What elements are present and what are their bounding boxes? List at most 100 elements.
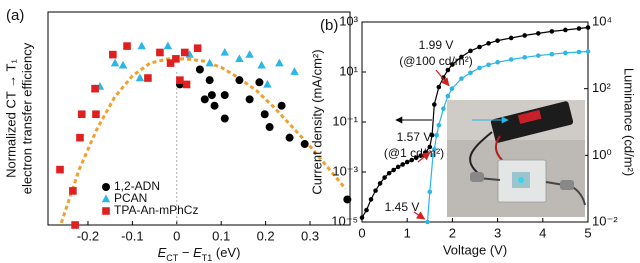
- data-point: [445, 67, 451, 73]
- annotation: 1.57 V: [397, 130, 432, 144]
- data-point: [135, 73, 145, 82]
- data-point: [144, 74, 152, 82]
- data-point: [110, 58, 120, 67]
- data-point: [56, 165, 64, 174]
- data-point: [563, 50, 568, 56]
- y-axis-label: Current density (mA/cm²): [309, 49, 324, 194]
- x-tick-label: 0.1: [212, 228, 230, 243]
- data-point: [182, 80, 191, 89]
- data-point: [535, 53, 541, 58]
- y-tick-label: 10⁻¹: [332, 113, 358, 128]
- data-point: [450, 62, 455, 67]
- data-point: [245, 50, 254, 58]
- y2-tick-label: 10⁰: [592, 147, 612, 162]
- data-point: [205, 76, 214, 85]
- y-tick-label: 10³: [339, 13, 358, 28]
- data-point: [477, 44, 482, 50]
- x-tick-label: 4: [539, 225, 546, 240]
- data-point: [427, 189, 433, 195]
- legend-marker: [101, 194, 111, 203]
- annotation: (@1 cd/m²): [384, 146, 444, 160]
- plot-frame: [47, 11, 351, 226]
- data-point: [430, 153, 436, 158]
- data-point: [220, 114, 229, 123]
- y2-tick-label: 10⁴: [592, 13, 612, 28]
- x-axis-label-part: CT: [166, 253, 178, 263]
- data-point: [486, 62, 491, 68]
- data-point: [535, 31, 541, 36]
- data-point: [436, 122, 442, 128]
- y-axis-label: Normalized CT → T₁: [3, 59, 18, 178]
- data-point: [486, 41, 491, 46]
- annotation: (@100 cd/m²): [399, 54, 473, 68]
- legend-label: 1,2-ADN: [114, 179, 160, 193]
- annotation-arrow: [413, 211, 426, 220]
- data-point: [77, 110, 86, 119]
- data-point: [445, 93, 451, 99]
- legend-marker: [102, 207, 110, 215]
- data-point: [413, 155, 419, 161]
- data-point: [200, 95, 209, 104]
- data-point: [404, 159, 410, 165]
- data-point: [172, 55, 180, 63]
- data-point: [434, 132, 439, 138]
- data-point: [137, 41, 146, 50]
- data-point: [427, 144, 433, 150]
- x-tick-label: 2: [449, 225, 456, 240]
- data-point: [210, 101, 219, 110]
- x-tick-label: 0.3: [301, 228, 319, 243]
- data-point: [245, 95, 254, 104]
- x-tick-label: -0.2: [77, 228, 99, 243]
- data-point: [195, 65, 204, 74]
- annotation-arrow: [435, 69, 450, 87]
- data-point: [576, 49, 582, 55]
- data-point: [459, 54, 464, 60]
- data-point: [377, 181, 383, 186]
- x-axis-label-part: (eV): [212, 245, 240, 260]
- data-point: [508, 57, 514, 62]
- x-axis-label-part: E: [158, 245, 167, 260]
- legend-marker: [102, 183, 110, 191]
- legend-label: PCAN: [114, 191, 147, 205]
- fit-curve: [59, 57, 347, 224]
- data-point: [263, 79, 272, 88]
- data-point: [163, 41, 173, 50]
- data-point: [220, 91, 229, 100]
- x-tick-label: 1: [404, 225, 411, 240]
- data-point: [449, 86, 455, 91]
- data-point: [285, 133, 294, 142]
- data-point: [343, 195, 352, 204]
- data-point: [300, 140, 309, 149]
- data-point: [76, 133, 84, 142]
- data-point: [235, 76, 244, 85]
- x-tick-label: 0: [173, 228, 180, 243]
- data-point: [207, 91, 216, 100]
- x-tick-label: -0.1: [121, 228, 143, 243]
- data-point: [255, 78, 264, 87]
- data-point: [395, 164, 401, 170]
- y2-axis-label: Luminance (cd/m²): [622, 68, 637, 176]
- y-axis-label: electron transfer efficiency: [19, 42, 34, 194]
- data-point: [166, 59, 175, 67]
- data-point: [368, 197, 374, 202]
- data-point: [429, 132, 435, 138]
- data-point: [495, 59, 500, 65]
- x-axis-label: ECT − ET1 (eV): [158, 245, 241, 263]
- data-point: [468, 48, 473, 54]
- x-tick-label: 0: [358, 225, 365, 240]
- series-line: [361, 26, 589, 218]
- data-point: [391, 167, 396, 173]
- y-tick-label: 10⁻⁵: [331, 213, 358, 228]
- data-point: [441, 106, 446, 112]
- data-point: [522, 55, 528, 60]
- data-point: [123, 42, 131, 50]
- data-point: [118, 60, 128, 69]
- data-point: [576, 26, 582, 31]
- data-point: [432, 147, 437, 152]
- data-point: [585, 49, 591, 54]
- x-axis-label-part: T1: [202, 253, 213, 263]
- data-point: [92, 110, 100, 119]
- data-point: [359, 215, 365, 220]
- data-point: [193, 44, 202, 53]
- legend-label: TPA-An-mPhCz: [114, 203, 198, 217]
